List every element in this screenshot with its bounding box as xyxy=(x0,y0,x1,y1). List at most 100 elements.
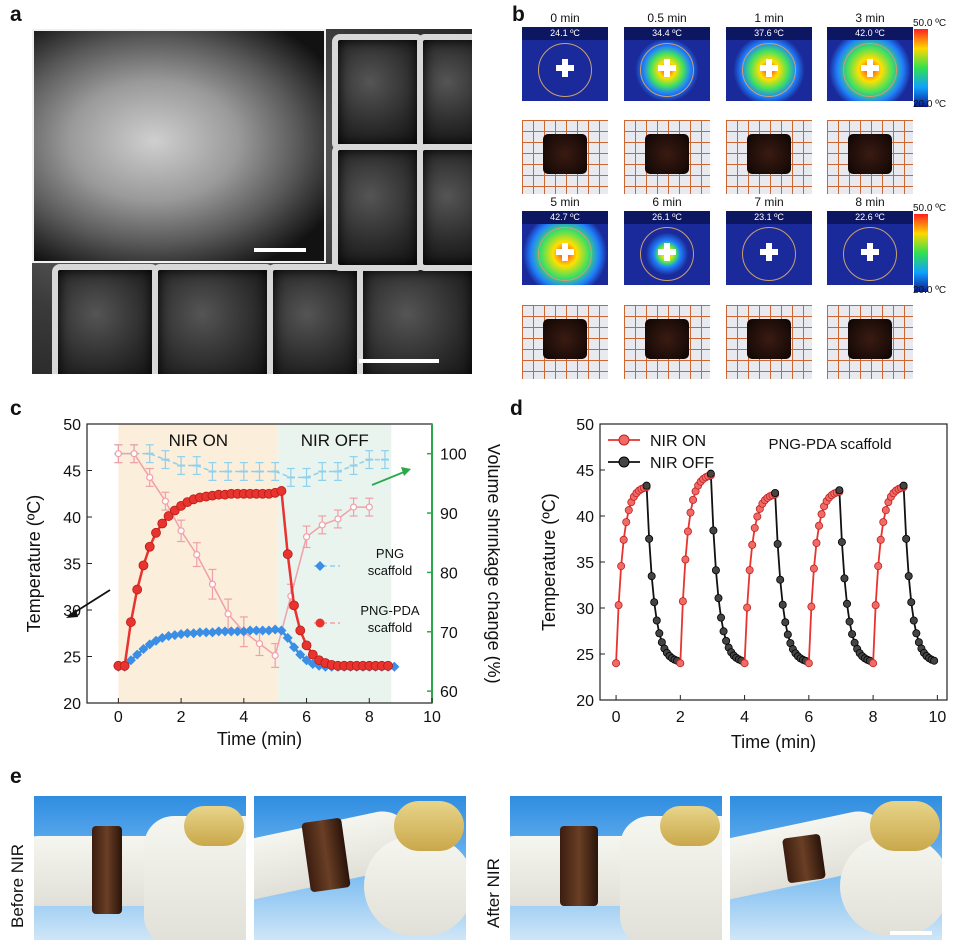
data-point xyxy=(383,660,393,671)
y2-tick-label: 100 xyxy=(440,447,467,464)
sem-inset-magnified xyxy=(32,29,326,263)
scaffold-photo xyxy=(624,305,710,379)
thermal-temp-readout: 23.1 ºC xyxy=(726,211,812,224)
heating-point xyxy=(812,538,821,547)
heating-point xyxy=(614,601,623,610)
cooling-point xyxy=(842,599,851,608)
sem-micrograph xyxy=(32,29,472,374)
cooling-point xyxy=(773,540,782,549)
scaffold-photo xyxy=(827,305,913,379)
legend-label: scaffold xyxy=(368,563,413,578)
panel-letter-a: a xyxy=(10,3,22,26)
cooling-point xyxy=(907,598,916,607)
data-point xyxy=(157,518,168,529)
data-point xyxy=(169,630,180,641)
y-axis-label: Temperature (ºC) xyxy=(24,495,44,633)
thermal-temp-readout: 34.4 ºC xyxy=(624,27,710,40)
x-tick-label: 4 xyxy=(239,709,248,726)
thermal-time-label: 7 min xyxy=(754,195,784,209)
thermal-temp-readout: 24.1 ºC xyxy=(522,27,608,40)
cooling-point xyxy=(719,627,728,636)
data-point xyxy=(245,625,256,636)
legend-label: PNG xyxy=(376,546,404,561)
heating-line xyxy=(872,486,904,664)
cooling-point xyxy=(650,598,659,607)
thermal-temp-readout: 26.1 ºC xyxy=(624,211,710,224)
cooling-point xyxy=(840,574,849,583)
data-point xyxy=(188,628,199,639)
data-point xyxy=(163,631,174,642)
heating-point xyxy=(619,535,628,544)
cooling-point xyxy=(835,486,844,495)
data-point xyxy=(177,527,185,535)
legend-label: PNG-PDA xyxy=(360,603,420,618)
cooling-point xyxy=(642,481,651,490)
cooling-point xyxy=(912,629,921,638)
y-tick-label: 35 xyxy=(63,557,81,574)
data-point xyxy=(271,651,279,660)
heating-point xyxy=(617,562,626,571)
inset-scale-bar xyxy=(254,248,306,252)
legend-marker xyxy=(618,456,630,468)
cooling-point xyxy=(837,538,846,547)
y2-axis-label: Volume shrinkage change (%) xyxy=(484,443,500,683)
scaffold-photo xyxy=(624,120,710,194)
y-tick-label: 20 xyxy=(576,693,594,710)
heating-point xyxy=(750,523,759,532)
data-point xyxy=(307,649,318,660)
thermal-time-label: 1 min xyxy=(754,11,784,25)
cooling-point xyxy=(783,630,792,639)
photo-after-side xyxy=(730,796,942,940)
heating-line xyxy=(679,474,712,664)
data-point xyxy=(182,628,193,639)
data-point xyxy=(193,550,201,559)
data-point xyxy=(302,533,311,541)
legend-marker xyxy=(618,434,630,446)
cooling-point xyxy=(778,600,787,609)
heating-point xyxy=(874,562,883,571)
heating-line xyxy=(615,486,647,664)
arrow-right xyxy=(371,471,405,486)
legend-label: scaffold xyxy=(368,620,413,635)
region-label: NIR OFF xyxy=(301,431,369,450)
data-point xyxy=(295,625,306,636)
y-tick-label: 25 xyxy=(576,647,594,664)
x-tick-label: 8 xyxy=(869,709,878,726)
cooling-point xyxy=(709,526,718,535)
y-tick-label: 50 xyxy=(63,417,81,434)
photo-after-front xyxy=(510,796,722,940)
data-point xyxy=(251,625,262,636)
data-point xyxy=(163,511,174,521)
data-point xyxy=(334,515,342,523)
cooling-point xyxy=(771,489,780,498)
heating-point xyxy=(681,555,690,564)
data-point xyxy=(270,624,281,635)
thermal-time-label: 0 min xyxy=(550,11,580,25)
heating-point xyxy=(676,659,685,668)
thermal-image: 34.4 ºC xyxy=(624,27,710,101)
data-point xyxy=(126,617,136,627)
data-point xyxy=(282,549,293,560)
heating-point xyxy=(804,659,813,668)
data-point xyxy=(289,600,299,611)
x-tick-label: 4 xyxy=(740,709,749,726)
data-point xyxy=(213,626,224,637)
y-tick-label: 35 xyxy=(576,555,594,572)
data-point xyxy=(132,584,143,595)
before-nir-label: Before NIR xyxy=(8,843,27,928)
y-tick-label: 30 xyxy=(576,601,594,618)
thermal-image: 42.0 ºC xyxy=(827,27,913,101)
colorbar-top xyxy=(914,29,928,107)
sem-scale-bar xyxy=(359,359,439,363)
data-point xyxy=(301,640,312,651)
x-tick-label: 8 xyxy=(365,709,374,726)
cooling-point xyxy=(930,656,939,665)
thermal-image: 23.1 ºC xyxy=(726,211,812,285)
heating-point xyxy=(881,506,890,515)
panel-letter-e: e xyxy=(10,765,22,788)
cooling-point xyxy=(714,594,723,603)
data-point xyxy=(257,625,268,636)
cooling-point xyxy=(845,617,854,626)
thermal-image: 42.7 ºC xyxy=(522,211,608,285)
cooling-point xyxy=(655,629,664,638)
